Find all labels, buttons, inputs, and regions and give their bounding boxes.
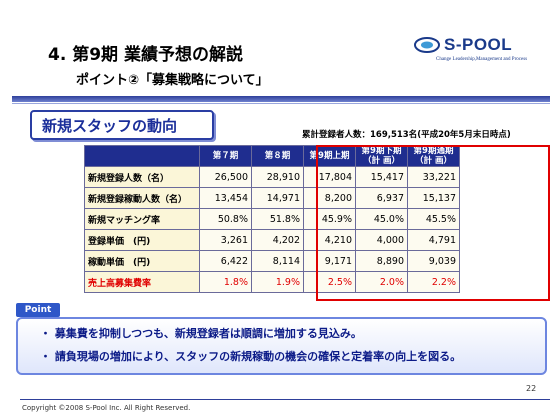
table-cell: 15,137 bbox=[407, 187, 460, 209]
copyright-text: Copyright ©2008 S-Pool Inc. All Right Re… bbox=[22, 404, 191, 412]
header-divider-thin bbox=[12, 103, 550, 104]
cumulative-registrants-note: 累計登録者人数：169,513名(平成20年5月末日時点) bbox=[302, 130, 511, 140]
table-row: 稼動単価 (円) 6,422 8,114 9,171 8,890 9,039 bbox=[84, 250, 460, 272]
table-cell: 15,417 bbox=[355, 166, 408, 188]
footer-divider bbox=[20, 399, 550, 400]
logo-mark-icon bbox=[414, 37, 440, 53]
table-cell: 26,500 bbox=[199, 166, 252, 188]
logo-tagline: Change Leadership,Management and Process bbox=[436, 57, 528, 62]
header-divider bbox=[12, 96, 550, 102]
table-cell: 4,210 bbox=[303, 229, 356, 251]
column-header: 第７期 bbox=[199, 145, 252, 167]
table-cell: 6,422 bbox=[199, 250, 252, 272]
table-cell: 8,200 bbox=[303, 187, 356, 209]
table-header-row: 第７期 第８期 第9期上期 第9期下期 （計 画） 第9期通期 （計 画） bbox=[84, 145, 460, 167]
table-cell: 4,202 bbox=[251, 229, 304, 251]
column-header: 第9期通期 （計 画） bbox=[407, 145, 460, 167]
row-label: 新規登録稼動人数（名） bbox=[84, 187, 200, 209]
point-bullet: ・ 請負現場の増加により、スタッフの新規稼動の機会の確保と定着率の向上を図る。 bbox=[40, 350, 462, 363]
table-cell: 14,971 bbox=[251, 187, 304, 209]
point-bullet: ・ 募集費を抑制しつつも、新規登録者は順調に増加する見込み。 bbox=[40, 327, 362, 340]
slide-subtitle: ポイント②「募集戦略について」 bbox=[76, 73, 269, 88]
staff-trends-table: 第７期 第８期 第9期上期 第9期下期 （計 画） 第9期通期 （計 画） 新規… bbox=[84, 145, 460, 293]
table-cell: 50.8% bbox=[199, 208, 252, 230]
logo-name: S-POOL bbox=[444, 35, 513, 54]
table-cell: 45.9% bbox=[303, 208, 356, 230]
row-label: 新規マッチング率 bbox=[84, 208, 200, 230]
column-header: 第9期上期 bbox=[303, 145, 356, 167]
table-cell: 33,221 bbox=[407, 166, 460, 188]
table-cell: 9,171 bbox=[303, 250, 356, 272]
table-cell: 1.9% bbox=[251, 271, 304, 293]
table-cell: 51.8% bbox=[251, 208, 304, 230]
table-cell: 2.0% bbox=[355, 271, 408, 293]
table-corner-cell bbox=[84, 145, 200, 167]
slide-title: 4. 第9期 業績予想の解説 bbox=[48, 45, 243, 65]
company-logo: S-POOL Change Leadership,Management and … bbox=[414, 35, 549, 76]
table-cell: 45.0% bbox=[355, 208, 408, 230]
table-cell: 4,791 bbox=[407, 229, 460, 251]
page-number: 22 bbox=[526, 384, 537, 393]
table-cell: 2.2% bbox=[407, 271, 460, 293]
table-row: 売上高募集費率 1.8% 1.9% 2.5% 2.0% 2.2% bbox=[84, 271, 460, 293]
table-cell: 45.5% bbox=[407, 208, 460, 230]
table-cell: 3,261 bbox=[199, 229, 252, 251]
table-cell: 28,910 bbox=[251, 166, 304, 188]
row-label: 稼動単価 (円) bbox=[84, 250, 200, 272]
table-row: 新規マッチング率 50.8% 51.8% 45.9% 45.0% 45.5% bbox=[84, 208, 460, 230]
table-cell: 13,454 bbox=[199, 187, 252, 209]
row-label: 売上高募集費率 bbox=[84, 271, 200, 293]
table-cell: 8,890 bbox=[355, 250, 408, 272]
table-cell: 9,039 bbox=[407, 250, 460, 272]
table-cell: 6,937 bbox=[355, 187, 408, 209]
table-row: 新規登録人数（名） 26,500 28,910 17,804 15,417 33… bbox=[84, 166, 460, 188]
column-header: 第８期 bbox=[251, 145, 304, 167]
row-label: 登録単価 (円) bbox=[84, 229, 200, 251]
section-heading: 新規スタッフの動向 bbox=[42, 117, 178, 135]
column-header: 第9期下期 （計 画） bbox=[355, 145, 408, 167]
table-cell: 4,000 bbox=[355, 229, 408, 251]
section-heading-box: 新規スタッフの動向 bbox=[30, 110, 214, 140]
table-cell: 8,114 bbox=[251, 250, 304, 272]
point-tab: Point bbox=[16, 303, 60, 317]
table-cell: 1.8% bbox=[199, 271, 252, 293]
point-box: ・ 募集費を抑制しつつも、新規登録者は順調に増加する見込み。 ・ 請負現場の増加… bbox=[16, 317, 547, 375]
table-row: 登録単価 (円) 3,261 4,202 4,210 4,000 4,791 bbox=[84, 229, 460, 251]
table-cell: 2.5% bbox=[303, 271, 356, 293]
table-row: 新規登録稼動人数（名） 13,454 14,971 8,200 6,937 15… bbox=[84, 187, 460, 209]
row-label: 新規登録人数（名） bbox=[84, 166, 200, 188]
table-cell: 17,804 bbox=[303, 166, 356, 188]
